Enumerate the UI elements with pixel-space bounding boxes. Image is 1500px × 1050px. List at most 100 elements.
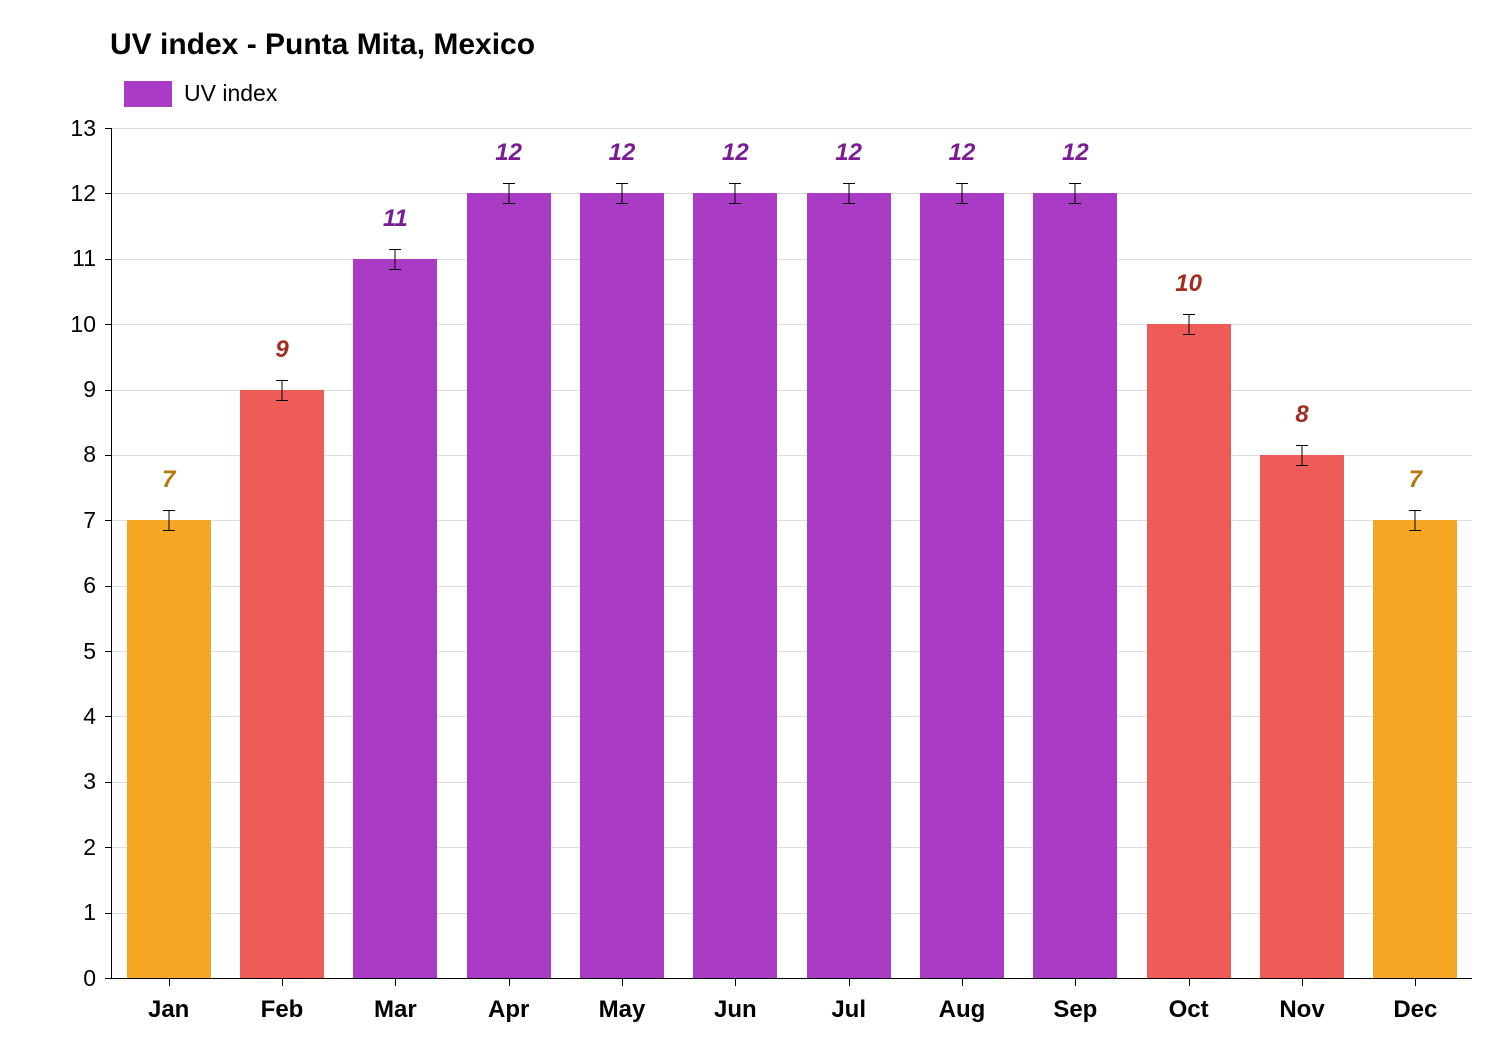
error-cap: [843, 203, 855, 204]
bar-value-label: 12: [695, 139, 775, 167]
bar: [807, 193, 891, 978]
y-tick-mark: [105, 847, 112, 848]
error-bar: [735, 183, 736, 203]
x-tick-mark: [1189, 978, 1190, 986]
x-tick-mark: [169, 978, 170, 986]
x-tick-mark: [849, 978, 850, 986]
error-cap: [1183, 314, 1195, 315]
error-cap: [1069, 203, 1081, 204]
y-tick-mark: [105, 193, 112, 194]
y-tick-label: 2: [36, 834, 96, 861]
bar-value-label: 9: [242, 336, 322, 364]
y-tick-mark: [105, 782, 112, 783]
bar: [1373, 520, 1457, 978]
y-tick-label: 11: [36, 245, 96, 272]
x-tick-mark: [282, 978, 283, 986]
y-tick-label: 0: [36, 965, 96, 992]
bar-value-label: 7: [129, 466, 209, 494]
chart-title: UV index - Punta Mita, Mexico: [110, 28, 535, 62]
legend-label: UV index: [184, 80, 277, 107]
y-tick-label: 1: [36, 899, 96, 926]
error-cap: [616, 203, 628, 204]
x-tick-label: Dec: [1365, 996, 1465, 1024]
error-cap: [1409, 530, 1421, 531]
x-tick-label: Jun: [685, 996, 785, 1024]
error-cap: [163, 530, 175, 531]
x-tick-label: Aug: [912, 996, 1012, 1024]
y-tick-label: 4: [36, 703, 96, 730]
error-bar: [1415, 510, 1416, 530]
error-bar: [848, 183, 849, 203]
bar: [920, 193, 1004, 978]
bar-value-label: 8: [1262, 401, 1342, 429]
x-tick-label: Mar: [345, 996, 445, 1024]
bar-value-label: 12: [1035, 139, 1115, 167]
y-tick-mark: [105, 324, 112, 325]
x-tick-label: Apr: [459, 996, 559, 1024]
bar-value-label: 12: [582, 139, 662, 167]
error-cap: [1296, 465, 1308, 466]
y-tick-label: 13: [36, 115, 96, 142]
bar-value-label: 7: [1375, 466, 1455, 494]
y-tick-mark: [105, 390, 112, 391]
x-tick-mark: [509, 978, 510, 986]
error-cap: [729, 183, 741, 184]
y-tick-label: 3: [36, 768, 96, 795]
error-cap: [163, 510, 175, 511]
error-cap: [843, 183, 855, 184]
bar-value-label: 12: [809, 139, 889, 167]
y-tick-label: 8: [36, 441, 96, 468]
bar: [127, 520, 211, 978]
bar: [353, 259, 437, 978]
y-tick-mark: [105, 455, 112, 456]
plot-area: 79111212121212121087: [112, 128, 1472, 978]
error-bar: [395, 249, 396, 269]
bar: [693, 193, 777, 978]
error-bar: [168, 510, 169, 530]
legend-swatch: [124, 81, 172, 107]
error-cap: [1069, 183, 1081, 184]
bar: [1260, 455, 1344, 978]
bar: [240, 390, 324, 978]
x-tick-mark: [962, 978, 963, 986]
y-tick-label: 5: [36, 638, 96, 665]
x-tick-mark: [395, 978, 396, 986]
bar: [1147, 324, 1231, 978]
y-tick-label: 6: [36, 572, 96, 599]
y-tick-label: 10: [36, 311, 96, 338]
error-cap: [1296, 445, 1308, 446]
x-tick-label: Sep: [1025, 996, 1125, 1024]
error-cap: [956, 203, 968, 204]
y-tick-mark: [105, 651, 112, 652]
error-cap: [616, 183, 628, 184]
y-axis-line: [111, 128, 112, 978]
legend: UV index: [124, 80, 277, 107]
y-tick-mark: [105, 259, 112, 260]
bar-value-label: 10: [1149, 270, 1229, 298]
bar: [1033, 193, 1117, 978]
gridline: [112, 978, 1472, 979]
y-tick-mark: [105, 520, 112, 521]
y-tick-mark: [105, 586, 112, 587]
x-tick-label: Oct: [1139, 996, 1239, 1024]
x-tick-label: Jan: [119, 996, 219, 1024]
y-tick-mark: [105, 128, 112, 129]
gridline: [112, 324, 1472, 325]
error-cap: [503, 203, 515, 204]
gridline: [112, 128, 1472, 129]
error-bar: [962, 183, 963, 203]
error-cap: [1409, 510, 1421, 511]
error-bar: [1188, 314, 1189, 334]
x-tick-mark: [1415, 978, 1416, 986]
error-bar: [1302, 445, 1303, 465]
error-cap: [1183, 334, 1195, 335]
error-cap: [276, 380, 288, 381]
y-tick-mark: [105, 913, 112, 914]
x-tick-mark: [1075, 978, 1076, 986]
gridline: [112, 193, 1472, 194]
x-tick-label: May: [572, 996, 672, 1024]
bar-value-label: 11: [355, 205, 435, 233]
x-tick-label: Nov: [1252, 996, 1352, 1024]
y-tick-mark: [105, 716, 112, 717]
error-bar: [508, 183, 509, 203]
